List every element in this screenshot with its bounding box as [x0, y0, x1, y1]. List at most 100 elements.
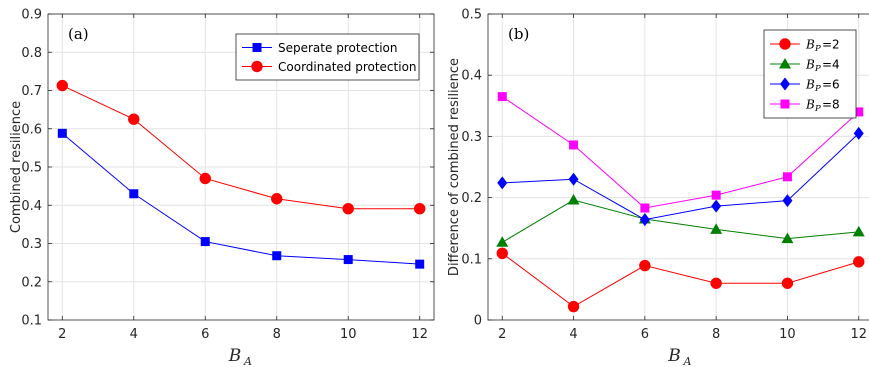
legend-marker	[251, 60, 263, 73]
series-line	[501, 96, 860, 209]
series-0	[496, 247, 865, 313]
y-tick-label: 0.1	[461, 252, 482, 267]
series-line	[501, 252, 859, 308]
x-tick-label: 6	[641, 327, 649, 342]
x-tick-label: 2	[58, 327, 66, 342]
data-point	[567, 194, 580, 205]
data-point	[782, 194, 793, 208]
legend-label-subscript: P	[814, 44, 821, 54]
series-line	[61, 132, 420, 265]
data-point	[710, 277, 722, 289]
data-point	[272, 251, 282, 261]
data-point	[415, 259, 425, 269]
legend-marker	[779, 58, 791, 69]
y-tick-label: 0.5	[21, 161, 42, 176]
series-0	[57, 128, 425, 269]
y-tick-label: 0.5	[461, 8, 482, 23]
data-point	[569, 140, 579, 150]
x-axis-label: B	[228, 346, 242, 366]
y-tick-label: 0.2	[21, 275, 42, 290]
legend-label-subscript: P	[814, 104, 821, 114]
x-tick-label: 8	[712, 327, 720, 342]
data-point	[852, 225, 865, 237]
y-tick-label: 0.9	[21, 8, 42, 23]
legend-label: Coordinated protection	[278, 60, 417, 74]
x-axis-label: B	[667, 346, 681, 366]
data-point	[497, 176, 508, 190]
data-point	[414, 202, 426, 215]
data-point	[711, 199, 722, 213]
x-tick-label: 10	[779, 327, 796, 342]
y-tick-label: 0.6	[21, 122, 42, 137]
legend-label-subscript: P	[814, 64, 821, 74]
y-tick-label: 0.2	[461, 191, 482, 206]
data-point	[639, 259, 651, 272]
series-1	[56, 79, 426, 215]
data-point	[56, 79, 68, 92]
legend-marker	[780, 99, 790, 109]
legend-label: B	[805, 98, 815, 112]
data-point	[57, 128, 67, 138]
y-axis-label: Difference of combined resilience	[447, 58, 462, 276]
y-tick-label: 0	[474, 314, 482, 329]
series-line	[502, 132, 860, 221]
x-tick-label: 4	[569, 327, 577, 342]
data-point	[639, 213, 650, 227]
data-point	[567, 300, 580, 313]
panel-label: (b)	[508, 25, 529, 43]
data-point	[129, 189, 139, 199]
data-point	[271, 193, 283, 205]
x-tick-label: 12	[411, 327, 428, 342]
chart-panel-a: 2 4 6 8 10 12 0.1 0.2 0.3 0.4 0.5 0.6 0.7 0.8 0.9 B A Com…	[9, 8, 435, 367]
y-tick-label: 0.1	[21, 314, 42, 329]
data-point	[496, 236, 509, 247]
data-point	[710, 223, 723, 234]
data-point	[781, 232, 794, 244]
legend-box	[763, 29, 857, 119]
axes-frame	[487, 13, 869, 321]
x-tick-label: 12	[850, 327, 867, 342]
x-tick-label: 10	[340, 327, 357, 342]
y-tick-label: 0.4	[21, 199, 42, 214]
data-point	[496, 247, 508, 259]
data-point	[343, 255, 353, 265]
legend-box	[235, 33, 420, 81]
legend-marker	[252, 43, 262, 52]
x-tick-label: 8	[273, 327, 281, 342]
legend-label-value: =6	[822, 78, 840, 92]
series-2	[497, 126, 864, 227]
legend-marker	[780, 77, 790, 91]
legend-label: B	[805, 78, 815, 92]
x-tick-label: 4	[130, 327, 138, 342]
data-point	[199, 172, 211, 185]
legend-label: B	[805, 58, 815, 72]
legend-marker	[779, 38, 791, 50]
y-tick-label: 0.3	[461, 130, 482, 145]
y-tick-label: 0.7	[21, 84, 42, 99]
series-line	[502, 199, 859, 243]
x-tick-label: 6	[201, 327, 209, 342]
y-tick-label: 0.4	[461, 69, 482, 84]
legend-label: Seperate protection	[278, 41, 398, 55]
data-point	[128, 113, 140, 125]
y-tick-label: 0.3	[21, 237, 42, 252]
legend-label-value: =8	[822, 98, 840, 112]
data-point	[342, 202, 354, 215]
y-tick-label: 0.8	[21, 46, 42, 61]
legend-label-subscript: P	[814, 84, 821, 94]
x-axis-label-subscript: A	[683, 355, 692, 367]
series-3	[497, 92, 864, 213]
legend: Seperate protection Coordinated protectio…	[235, 33, 420, 81]
legend-label-value: =4	[822, 58, 840, 72]
data-point	[568, 172, 579, 186]
data-point	[200, 237, 210, 247]
series-line	[62, 85, 420, 210]
data-point	[640, 203, 650, 213]
legend-label: B	[805, 38, 815, 52]
data-point	[854, 107, 864, 117]
y-axis-label: Combined resilience	[9, 101, 24, 233]
legend: B P =2B P =4B P =6B P =8	[763, 29, 857, 119]
x-tick-label: 2	[498, 327, 506, 342]
data-point	[711, 190, 721, 200]
